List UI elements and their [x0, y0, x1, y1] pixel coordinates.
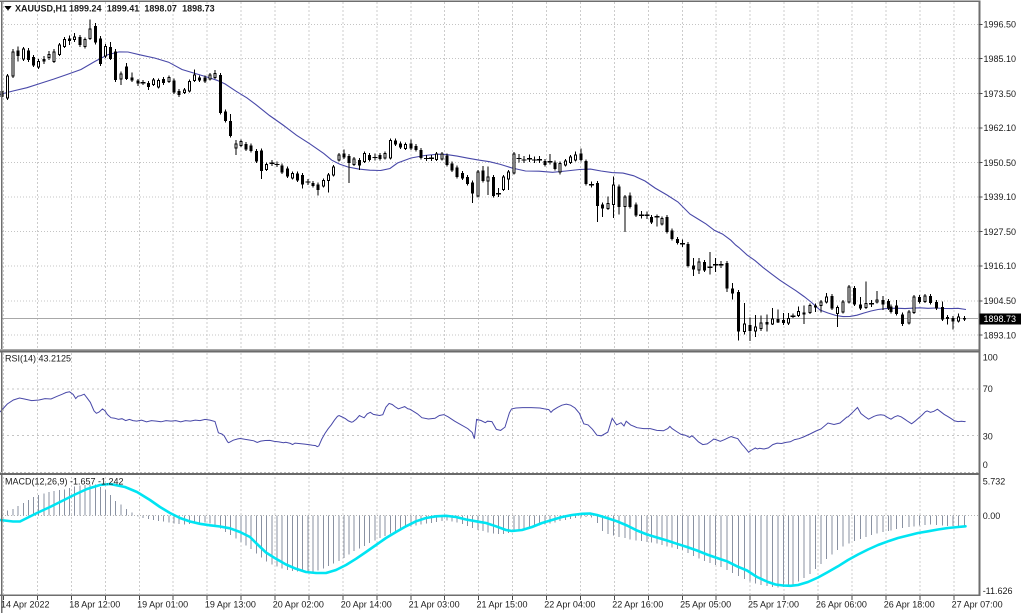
svg-text:100: 100 [983, 352, 998, 362]
svg-text:26 Apr 06:00: 26 Apr 06:00 [816, 600, 867, 610]
svg-text:21 Apr 15:00: 21 Apr 15:00 [477, 600, 528, 610]
svg-text:1950.50: 1950.50 [984, 158, 1017, 168]
svg-text:26 Apr 18:00: 26 Apr 18:00 [884, 600, 935, 610]
svg-text:1898.07: 1898.07 [144, 4, 177, 14]
svg-text:-11.626: -11.626 [983, 586, 1013, 596]
svg-text:1939.10: 1939.10 [984, 192, 1017, 202]
svg-text:18 Apr 12:00: 18 Apr 12:00 [69, 600, 120, 610]
svg-text:1898.73: 1898.73 [182, 4, 215, 14]
svg-text:XAUUSD,H1: XAUUSD,H1 [15, 4, 67, 14]
svg-text:25 Apr 17:00: 25 Apr 17:00 [748, 600, 799, 610]
svg-text:25 Apr 05:00: 25 Apr 05:00 [680, 600, 731, 610]
svg-text:14 Apr 2022: 14 Apr 2022 [1, 600, 50, 610]
svg-text:20 Apr 14:00: 20 Apr 14:00 [341, 600, 392, 610]
svg-text:1985.10: 1985.10 [984, 54, 1017, 64]
svg-text:1916.10: 1916.10 [984, 261, 1017, 271]
svg-text:27 Apr 07:00: 27 Apr 07:00 [952, 600, 1003, 610]
svg-text:0: 0 [983, 460, 988, 470]
svg-text:5.732: 5.732 [983, 477, 1006, 487]
svg-text:1899.41: 1899.41 [107, 4, 140, 14]
svg-text:0.00: 0.00 [983, 511, 1001, 521]
svg-text:1893.10: 1893.10 [984, 330, 1017, 340]
svg-text:19 Apr 13:00: 19 Apr 13:00 [205, 600, 256, 610]
svg-text:1962.10: 1962.10 [984, 123, 1017, 133]
svg-text:70: 70 [983, 384, 993, 394]
svg-text:19 Apr 01:00: 19 Apr 01:00 [137, 600, 188, 610]
svg-text:1898.73: 1898.73 [984, 314, 1017, 324]
svg-text:20 Apr 02:00: 20 Apr 02:00 [273, 600, 324, 610]
svg-text:21 Apr 03:00: 21 Apr 03:00 [409, 600, 460, 610]
svg-text:MACD(12,26,9) -1.657 -1.242: MACD(12,26,9) -1.657 -1.242 [5, 477, 124, 487]
svg-text:22 Apr 16:00: 22 Apr 16:00 [612, 600, 663, 610]
svg-text:1899.24: 1899.24 [69, 4, 102, 14]
svg-text:30: 30 [983, 432, 993, 442]
svg-text:1904.50: 1904.50 [984, 296, 1017, 306]
svg-text:1927.50: 1927.50 [984, 227, 1017, 237]
svg-text:22 Apr 04:00: 22 Apr 04:00 [544, 600, 595, 610]
svg-text:1996.50: 1996.50 [984, 20, 1017, 30]
svg-text:RSI(14) 43.2125: RSI(14) 43.2125 [5, 354, 71, 364]
svg-text:1973.50: 1973.50 [984, 89, 1017, 99]
